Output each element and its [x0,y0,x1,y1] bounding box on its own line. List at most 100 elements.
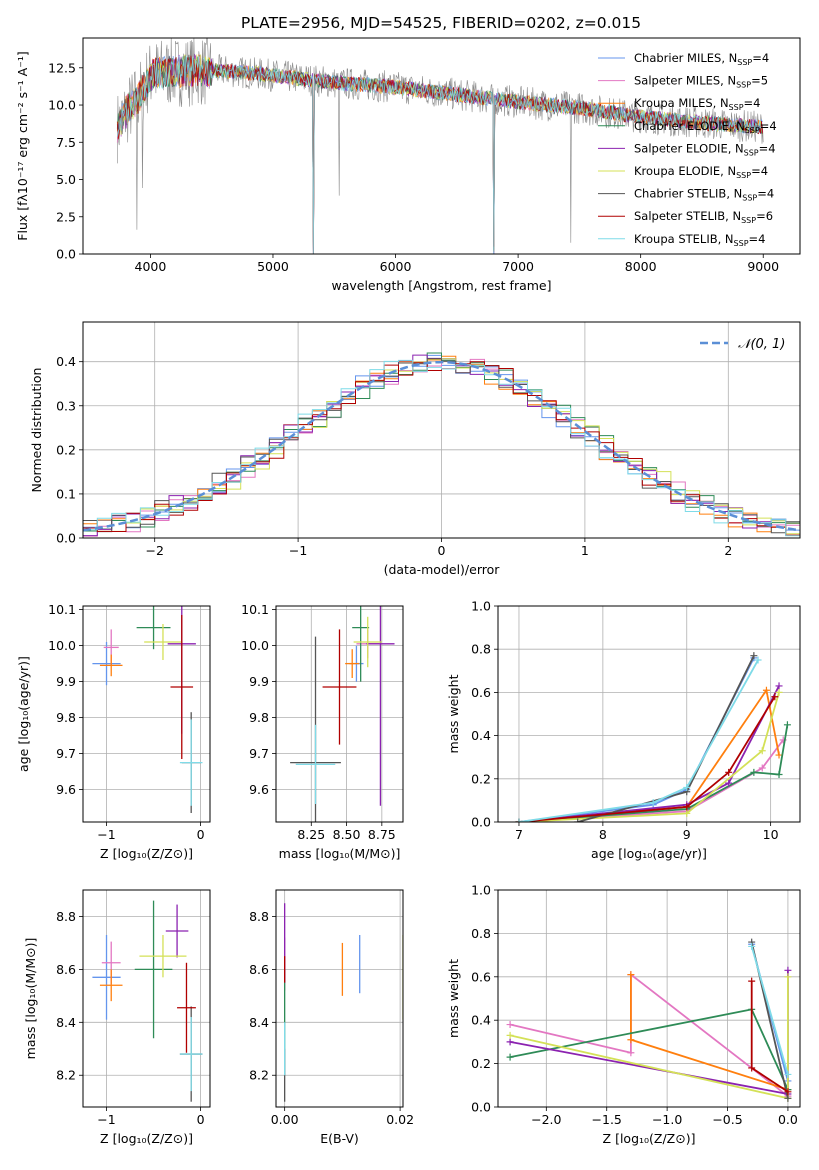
weight-marker [784,966,792,974]
x-tick-label: −1 [289,543,307,558]
weight-line-kroupa_elodie [509,976,789,1100]
weight-marker [750,768,758,776]
legend-label: Kroupa MILES, NSSP=4 [634,96,760,112]
y-tick-label: 9.7 [56,746,76,761]
y-tick-label: 12.5 [48,60,76,75]
y-tick-label: 9.6 [249,782,269,797]
figure-title: PLATE=2956, MJD=54525, FIBERID=0202, z=0… [241,14,641,32]
weight-marker [758,764,766,772]
errorbar-kroupa_miles [345,649,360,678]
y-tick-label: 8.4 [249,1015,269,1030]
age_vs_metallicity-panel: −1 0 9.6 9.7 9.8 9.9 10.0 10.1 Z [log₁₀(Z/Z⊙)] ag… [16,602,211,861]
errorbar-chabrier_elodie [352,606,370,682]
errorbar-kroupa_stelib [179,1017,203,1092]
plot-frame [82,37,801,255]
x-tick-label: 0 [197,1112,205,1127]
legend-label: Chabrier STELIB, NSSP=4 [634,187,774,203]
legend-label: Kroupa ELODIE, NSSP=4 [634,164,768,180]
weight-marker [748,942,756,950]
y-tick-label: 0.2 [471,1056,491,1071]
normal-curve [83,360,798,532]
weight-marker [748,977,756,985]
weight-marker [683,809,691,817]
legend-label: Salpeter MILES, NSSP=5 [634,74,768,90]
legend-label: Kroupa STELIB, NSSP=4 [634,232,765,248]
histogram-kroupa_stelib [83,359,800,537]
y-tick-label: 0.4 [471,1013,491,1028]
x-tick-label: 0.00 [271,1112,299,1127]
x-tick-label: 8 [599,827,607,842]
x-axis-label: wavelength [Angstrom, rest frame] [331,278,551,293]
y-tick-label: 8.6 [56,962,76,977]
weight-marker [784,1070,792,1078]
x-tick-label: 8.25 [297,827,325,842]
weight-marker [775,688,783,696]
plot-area [92,900,203,1102]
weight-line-salpeter_elodie [518,685,780,822]
weight-marker [750,652,758,660]
weight-line-chabrier_miles [518,657,755,822]
plot-frame [275,889,404,1108]
x-tick-label: −1 [97,827,115,842]
y-tick-label: 8.8 [249,909,269,924]
y-tick-label: 10.0 [48,98,76,113]
plot-area [83,352,800,537]
y-tick-label: 9.9 [56,674,76,689]
legend: Chabrier MILES, NSSP=4 Salpeter MILES, NS… [598,51,777,248]
weight-line-kroupa_stelib [518,659,759,822]
y-axis-label: age [log₁₀(age/yr)] [16,656,31,772]
weight-marker [783,721,791,729]
y-axis-label: Flux [fλ10⁻¹⁷ erg cm⁻² s⁻¹ A⁻¹] [15,51,30,240]
weight-line-salpeter_stelib [518,696,776,822]
x-tick-label: 8.75 [368,827,396,842]
weight-marker [627,971,635,979]
residual_histogram-panel: −2 −1 0 1 2 0.0 0.1 0.2 0.3 0.4 (data-model)/error… [29,321,801,577]
plot-area [284,903,403,1102]
plot-area [92,606,203,813]
errorbar-kroupa_elodie [353,616,382,668]
y-tick-label: 7.5 [56,135,76,150]
y-tick-label: 0.3 [56,398,76,413]
histogram-chabrier_elodie [83,352,800,532]
x-tick-label: 5000 [257,259,289,274]
y-tick-label: 0.4 [471,728,491,743]
x-axis-label: age [log₁₀(age/yr)] [591,846,707,861]
weight-marker [775,770,783,778]
weight-marker [725,779,733,787]
y-tick-label: 8.2 [249,1068,269,1083]
x-tick-label: −1.5 [592,1112,622,1127]
y-tick-label: 1.0 [471,883,491,898]
y-tick-label: 10.1 [241,602,269,617]
weight-marker [506,1031,514,1039]
errorbar-kroupa_miles [99,969,123,1002]
y-tick-label: 1.0 [471,599,491,614]
errorbar-salpeter_stelib [177,962,196,1053]
y-tick-label: 0.4 [56,354,76,369]
y-tick-label: 2.5 [56,209,76,224]
x-tick-label: 7000 [502,259,534,274]
x-tick-label: −1.0 [652,1112,682,1127]
y-axis-label: Normed distribution [29,368,44,493]
errorbar-salpeter_elodie [366,606,395,806]
y-tick-label: 9.9 [249,674,269,689]
y-tick-label: 0.8 [471,642,491,657]
weight-marker [506,1053,514,1061]
weight-line-kroupa_stelib [750,946,789,1075]
y-tick-label: 0.1 [56,486,76,501]
errorbar-kroupa_stelib [179,719,203,806]
weight-marker [506,1021,514,1029]
weight-marker [506,1038,514,1046]
x-axis-label: E(B-V) [320,1131,359,1146]
y-tick-label: 8.2 [56,1068,76,1083]
mass_weight_vs_age-panel: 7 8 9 10 0.0 0.2 0.4 0.6 0.8 1.0 age [log₁₀(age/yr… [446,599,801,861]
x-axis-label: Z [log₁₀(Z/Z⊙)] [100,1131,193,1146]
model-spectrum-kroupa_stelib [116,55,763,254]
weight-marker [627,1036,635,1044]
y-tick-label: 9.6 [56,782,76,797]
legend-label: Chabrier ELODIE, NSSP=4 [634,119,777,135]
errorbar-chabrier_elodie [136,606,171,650]
weight-marker [784,1094,792,1102]
x-axis-label: Z [log₁₀(Z/Z⊙)] [100,846,193,861]
plot-area [515,652,791,822]
plot-frame [497,889,801,1108]
